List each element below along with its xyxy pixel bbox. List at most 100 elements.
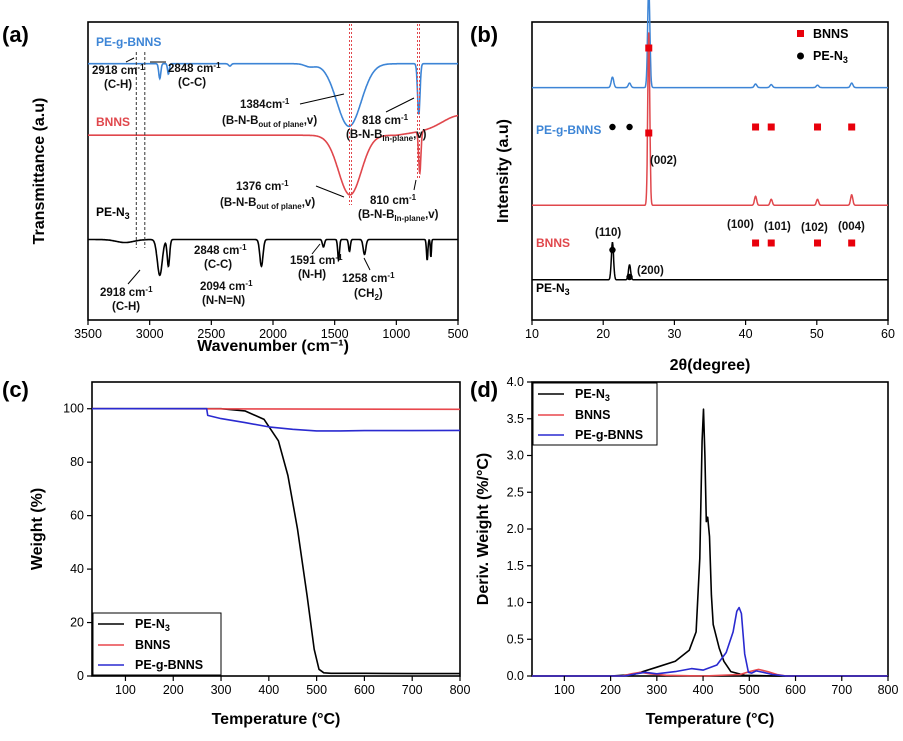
panel-b-frame	[531, 21, 889, 321]
xrd-marker-bnns-on-bnns-0	[752, 239, 760, 247]
svg-text:(B-N-BIn-plane,v): (B-N-BIn-plane,v)	[358, 209, 439, 223]
dtg-xtick-label-3: 400	[693, 683, 714, 697]
dtg-series-1	[532, 668, 888, 677]
dtg-ytick-label-3: 1.5	[507, 559, 524, 573]
svg-text:(B-N-Bout of plane,v): (B-N-Bout of plane,v)	[220, 197, 315, 211]
tga-xtick-label-7: 800	[450, 683, 471, 697]
annotation-1376: 1376 cm-1 (B-N-Bout of plane,v)	[220, 179, 345, 211]
series-label-pe-n3: PE-N3	[96, 205, 130, 221]
xrd-marker-bnns-on-bnns-1	[767, 239, 775, 247]
dtg-xtick-label-2: 300	[646, 683, 667, 697]
panel-b-y-label: Intensity (a.u)	[495, 119, 512, 223]
a-xtick-label-0: 3500	[74, 327, 102, 341]
legend-d-pe-g-bnns-label: PE-g-BNNS	[575, 428, 643, 442]
xrd-marker-bnns-on-pegbnns-0	[752, 123, 760, 131]
panel-b-legend: BNNS PE-N3	[797, 27, 848, 65]
xrd-marker-bnns-on-pegbnns-3	[848, 123, 856, 131]
panel-d: (d) 100 200 300 400 500 600 700 800 0.0 0.5 1.0 1.5…	[470, 375, 898, 728]
panel-d-legend: PE-N3 BNNS PE-g-BNNS	[532, 382, 658, 446]
tga-ytick-label-5: 100	[63, 402, 84, 416]
svg-text:(CH2): (CH2)	[354, 288, 383, 302]
xrd-marker-bnns-on-pegbnns-2	[814, 123, 822, 131]
peak-label-110: (110)	[595, 227, 621, 239]
a-xtick-label-4: 1500	[321, 327, 349, 341]
ftir-series-2	[88, 238, 458, 277]
xrd-marker-bnns-on-pegbnns-1	[767, 123, 775, 131]
peak-label-200: (200)	[637, 265, 664, 277]
xrd-series-2	[532, 242, 888, 281]
svg-text:2848 cm-1: 2848 cm-1	[194, 243, 247, 257]
dtg-xtick-label-7: 800	[878, 683, 899, 697]
xrd-marker-bnns-on-pegbnns-main-0	[645, 129, 653, 137]
panel-a-y-label: Transmittance (a.u)	[31, 98, 48, 245]
panel-d-y-label: Deriv. Weight (%/°C)	[475, 453, 492, 605]
peak-label-004: (004)	[838, 221, 865, 233]
tga-ytick-label-2: 40	[70, 562, 84, 576]
xrd-marker-pe-on-pegbnns-0	[609, 123, 616, 131]
panel-d-x-label: Temperature (°C)	[646, 711, 775, 728]
svg-text:1258 cm-1: 1258 cm-1	[342, 271, 395, 285]
svg-text:1376 cm-1: 1376 cm-1	[236, 179, 289, 193]
b-xtick-label-4: 50	[810, 327, 824, 341]
tga-xtick-label-4: 500	[306, 683, 327, 697]
panel-c-x-label: Temperature (°C)	[212, 711, 341, 728]
svg-text:2918 cm-1: 2918 cm-1	[100, 285, 153, 299]
dtg-xtick-label-6: 700	[831, 683, 852, 697]
a-xtick-label-3: 2000	[259, 327, 287, 341]
ftir-series-1	[88, 114, 458, 196]
panel-a-x-label: Wavenumber (cm⁻¹)	[197, 338, 349, 355]
annotation-810: 810 cm-1 (B-N-BIn-plane,v)	[358, 179, 439, 223]
annotation-1258: 1258 cm-1 (CH2)	[342, 257, 395, 302]
annotation-2918-bottom: 2918 cm-1 (C-H)	[100, 269, 153, 313]
svg-text:(C-H): (C-H)	[112, 301, 140, 313]
svg-text:2094 cm-1: 2094 cm-1	[200, 279, 253, 293]
panel-d-label: (d)	[470, 377, 498, 402]
panel-c-curves	[91, 407, 461, 675]
svg-text:810 cm-1: 810 cm-1	[370, 193, 417, 207]
panel-c-frame	[91, 381, 461, 677]
legend-c-pe-n3-label: PE-N3	[135, 617, 170, 633]
dtg-ytick-label-4: 2.0	[507, 522, 524, 536]
panel-a: (a) PE-g-BNNS BNNS PE-N3 2918 cm-1 (C-H)…	[2, 21, 468, 355]
legend-bnns-marker	[797, 30, 804, 37]
xrd-marker-bnns-on-bnns-3	[848, 239, 856, 247]
panel-a-curves	[88, 62, 458, 277]
panel-b-x-ticks: 10 20 30 40 50 60	[525, 320, 895, 341]
svg-text:(C-C): (C-C)	[178, 77, 206, 89]
dtg-xtick-label-1: 200	[600, 683, 621, 697]
panel-b-curves	[532, 0, 888, 281]
annotation-2848-bottom: 2848 cm-1 (C-C)	[194, 243, 247, 271]
tga-xtick-label-0: 100	[115, 683, 136, 697]
tga-ytick-label-1: 20	[70, 616, 84, 630]
tga-xtick-label-2: 300	[211, 683, 232, 697]
dtg-ytick-label-0: 0.0	[507, 669, 524, 683]
dtg-series-0	[532, 408, 888, 677]
svg-text:1384cm-1: 1384cm-1	[240, 97, 290, 111]
panel-c-label: (c)	[2, 377, 29, 402]
xrd-marker-bnns-on-bnns-2	[814, 239, 822, 247]
annotation-2848-top: 2848 cm-1 (C-C)	[150, 61, 221, 89]
tga-series-2	[92, 407, 461, 432]
legend-bnns-label: BNNS	[813, 27, 848, 41]
legend-d-bnns-label: BNNS	[575, 408, 610, 422]
dtg-ytick-label-1: 0.5	[507, 632, 524, 646]
panel-a-label: (a)	[2, 22, 29, 47]
dtg-series-2	[532, 606, 888, 677]
tga-xtick-label-1: 200	[163, 683, 184, 697]
xrd-marker-pe-on-pegbnns-1	[626, 123, 633, 131]
legend-d-pe-n3-label: PE-N3	[575, 387, 610, 403]
b-xtick-label-1: 20	[596, 327, 610, 341]
xrd-marker-pe-on-pen3-0	[626, 273, 633, 281]
dtg-xtick-label-0: 100	[554, 683, 575, 697]
tga-series-0	[92, 407, 460, 675]
tga-xtick-label-6: 700	[402, 683, 423, 697]
a-xtick-label-1: 3000	[136, 327, 164, 341]
tga-ytick-label-3: 60	[70, 509, 84, 523]
xrd-series-0	[532, 0, 888, 89]
svg-text:2848 cm-1: 2848 cm-1	[168, 61, 221, 75]
legend-c-pe-g-bnns-label: PE-g-BNNS	[135, 658, 203, 672]
dtg-xtick-label-4: 500	[739, 683, 760, 697]
annotation-1384: 1384cm-1 (B-N-Bout of plane,v)	[222, 93, 345, 129]
tga-xtick-label-5: 600	[354, 683, 375, 697]
